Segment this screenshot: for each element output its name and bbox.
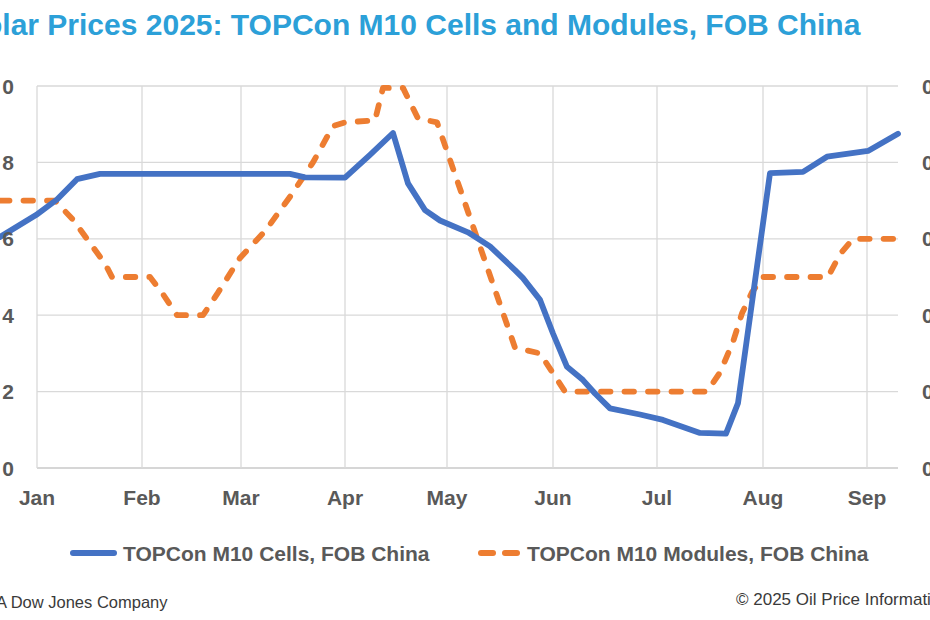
x-axis-label-aug: Aug: [723, 486, 803, 510]
y-axis-left-label: 0: [0, 76, 14, 97]
y-axis-left-label: 4: [0, 305, 14, 326]
x-axis-label-jun: Jun: [513, 486, 593, 510]
footer-dow-jones: A Dow Jones Company: [0, 593, 168, 612]
x-axis-label-apr: Apr: [305, 486, 385, 510]
y-axis-right-label: 0: [922, 305, 930, 326]
legend-modules-label: TOPCon M10 Modules, FOB China: [527, 542, 868, 566]
x-axis-label-may: May: [407, 486, 487, 510]
x-axis-label-jul: Jul: [617, 486, 697, 510]
chart-page: olar Prices 2025: TOPCon M10 Cells and M…: [0, 0, 930, 620]
y-axis-right-label: 0: [922, 228, 930, 249]
x-axis-label-mar: Mar: [201, 486, 281, 510]
y-axis-right-label: 0: [922, 381, 930, 402]
x-axis-label-feb: Feb: [102, 486, 182, 510]
y-axis-right-label: 0: [922, 76, 930, 97]
plot-area: [0, 0, 930, 620]
y-axis-left-label: 2: [0, 381, 14, 402]
legend-cells-line-swatch: [70, 550, 117, 556]
legend-cells-label: TOPCon M10 Cells, FOB China: [123, 542, 430, 566]
legend-modules-dash-swatch: [502, 550, 520, 556]
footer-copyright: © 2025 Oil Price Informatio: [736, 590, 930, 610]
y-axis-left-label: 0: [0, 458, 14, 479]
x-axis-label-sep: Sep: [827, 486, 907, 510]
legend-modules-dash-swatch: [478, 550, 496, 556]
y-axis-right-label: 0: [922, 152, 930, 173]
y-axis-right-label: 0: [922, 458, 930, 479]
y-axis-left-label: 8: [0, 152, 14, 173]
y-axis-left-label: 6: [0, 228, 14, 249]
x-axis-label-jan: Jan: [0, 486, 77, 510]
